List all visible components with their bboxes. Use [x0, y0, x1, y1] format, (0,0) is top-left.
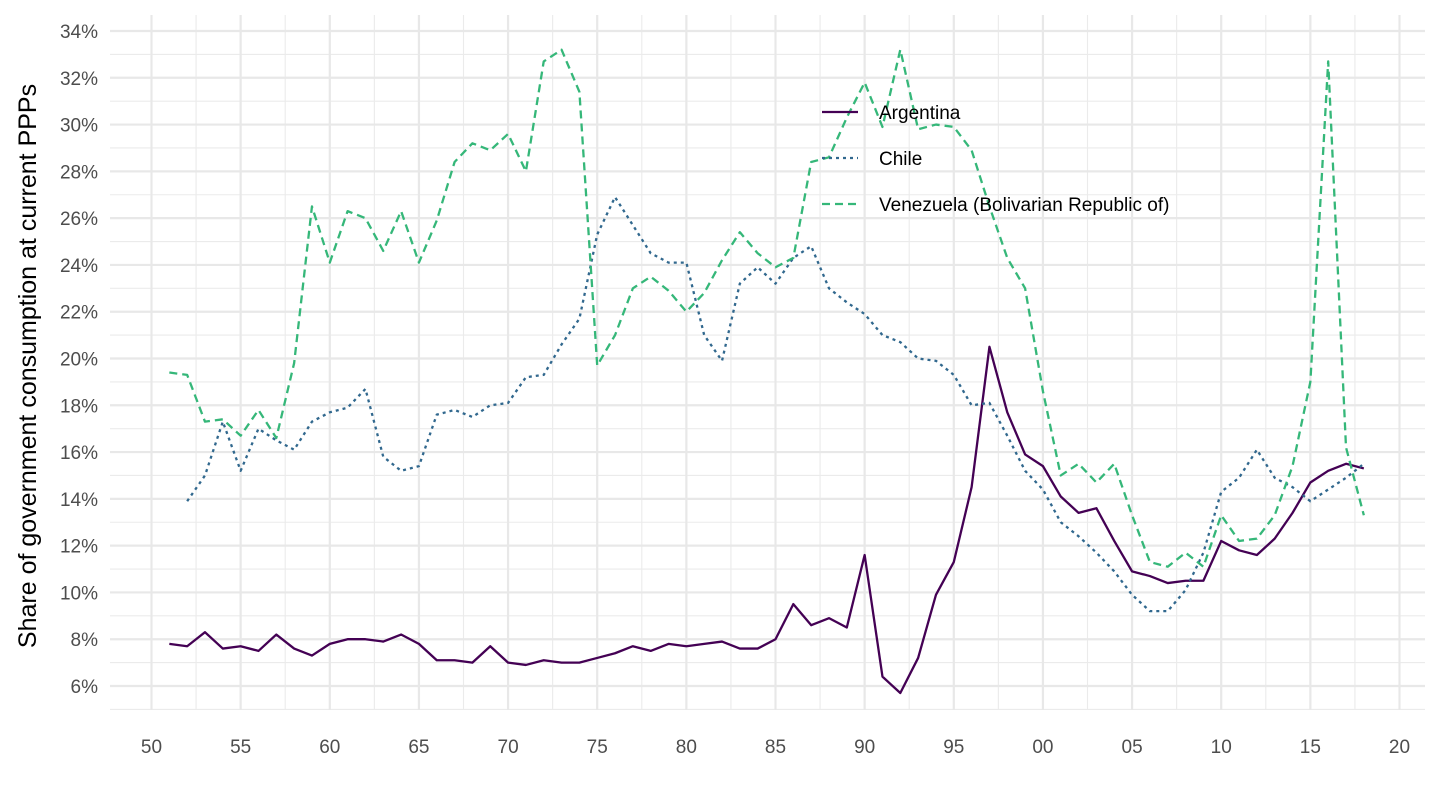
x-tick-label: 10: [1211, 737, 1232, 758]
y-tick-label: 8%: [71, 630, 99, 651]
x-tick-label: 60: [319, 737, 340, 758]
x-tick-label: 95: [943, 737, 964, 758]
x-tick-label: 85: [765, 737, 786, 758]
y-tick-label: 26%: [60, 209, 98, 230]
legend-label-0: Argentina: [879, 103, 961, 124]
x-tick-label: 90: [854, 737, 875, 758]
x-tick-label: 00: [1032, 737, 1053, 758]
x-tick-label: 15: [1300, 737, 1321, 758]
x-axis-tick-labels: 50 55 60 65 70 75 80 85 90 95 00 05 10 15 20: [141, 737, 1410, 758]
y-tick-label: 14%: [60, 490, 98, 511]
y-tick-label: 22%: [60, 303, 98, 324]
y-tick-label: 10%: [60, 583, 98, 604]
x-tick-label: 50: [141, 737, 162, 758]
major-gridlines: [110, 15, 1425, 710]
x-tick-label: 80: [676, 737, 697, 758]
series-line-2: [169, 48, 1365, 568]
x-tick-label: 55: [230, 737, 251, 758]
legend-label-2: Venezuela (Bolivarian Republic of): [879, 195, 1169, 216]
y-tick-label: 18%: [60, 396, 98, 417]
x-tick-label: 70: [498, 737, 519, 758]
x-tick-label: 65: [408, 737, 429, 758]
minor-gridlines: [110, 15, 1425, 710]
x-tick-label: 20: [1389, 737, 1410, 758]
x-tick-label: 05: [1122, 737, 1143, 758]
y-axis-title: Share of government consumption at curre…: [14, 84, 42, 648]
legend: Argentina Chile Venezuela (Bolivarian Repu…: [822, 103, 1169, 216]
legend-label-1: Chile: [879, 149, 922, 170]
y-tick-label: 28%: [60, 162, 98, 183]
y-tick-label: 16%: [60, 443, 98, 464]
y-tick-label: 32%: [60, 69, 98, 90]
y-axis-tick-labels: 6% 8% 10% 12% 14% 16% 18% 20% 22% 24% 26% 28% 30% 32%…: [60, 22, 98, 698]
series-line-0: [169, 345, 1365, 695]
y-tick-label: 20%: [60, 350, 98, 371]
y-tick-label: 24%: [60, 256, 98, 277]
y-tick-label: 30%: [60, 116, 98, 137]
series-line-1: [186, 195, 1365, 613]
series-lines: [169, 48, 1365, 695]
y-tick-label: 34%: [60, 22, 98, 43]
y-tick-label: 6%: [71, 677, 99, 698]
x-tick-label: 75: [587, 737, 608, 758]
y-tick-label: 12%: [60, 537, 98, 558]
